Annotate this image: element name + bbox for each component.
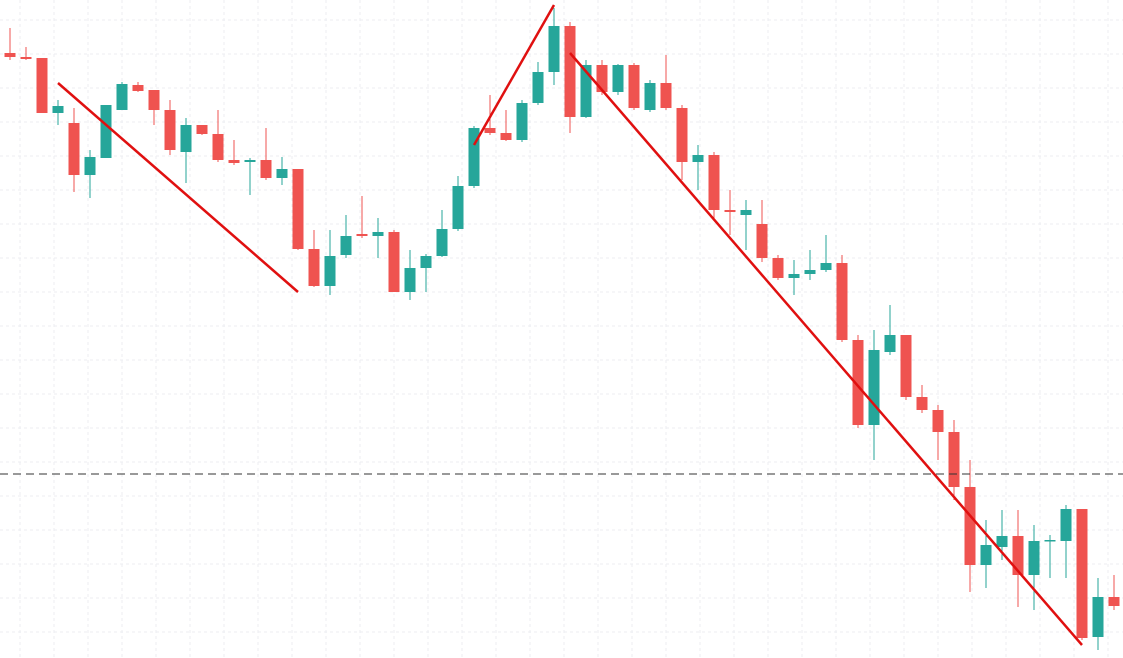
candle-body — [1044, 540, 1056, 542]
candle-body — [1060, 509, 1072, 541]
candle-body — [404, 268, 416, 292]
candle-body — [340, 236, 352, 255]
candle-body — [372, 232, 384, 236]
candle-body — [180, 125, 192, 152]
candle-body — [980, 545, 992, 565]
candle-body — [100, 105, 112, 158]
candle-body — [820, 263, 832, 270]
candle-body — [660, 83, 672, 108]
candle-body — [356, 234, 368, 236]
candle-body — [20, 57, 32, 59]
candle-body — [996, 536, 1008, 547]
candle-body — [116, 84, 128, 110]
candle-body — [276, 169, 288, 178]
candle-body — [1012, 536, 1024, 575]
candle-body — [564, 26, 576, 117]
candle-body — [532, 72, 544, 103]
candle-body — [148, 90, 160, 110]
trend-line — [569, 52, 1083, 646]
candle-body — [596, 65, 608, 92]
candle-body — [756, 224, 768, 258]
candle-body — [228, 160, 240, 163]
trend-line — [472, 4, 556, 146]
candle-body — [884, 335, 896, 352]
candle-body — [644, 83, 656, 110]
candle-body — [852, 340, 864, 425]
candle-body — [260, 160, 272, 178]
candle-body — [52, 106, 64, 113]
candle-body — [628, 65, 640, 108]
candle-body — [1028, 541, 1040, 575]
candle-body — [452, 186, 464, 229]
candle-body — [788, 274, 800, 278]
candle-body — [212, 134, 224, 160]
candle-body — [948, 432, 960, 487]
candle-body — [1108, 597, 1120, 606]
candle-body — [740, 210, 752, 215]
candle-body — [836, 263, 848, 340]
candle-body — [468, 128, 480, 186]
candle-body — [868, 350, 880, 425]
candle-body — [1092, 597, 1104, 637]
candle-body — [164, 110, 176, 150]
trend-line — [57, 82, 299, 293]
candle-body — [132, 85, 144, 91]
candle-body — [4, 53, 16, 57]
candle-body — [324, 256, 336, 286]
candle-body — [580, 65, 592, 117]
candle-body — [548, 26, 560, 72]
candle-body — [964, 487, 976, 565]
candle-body — [516, 103, 528, 140]
candle-body — [692, 155, 704, 162]
candle-body — [900, 335, 912, 397]
candle-body — [772, 258, 784, 278]
candle-body — [36, 58, 48, 113]
candle-body — [724, 210, 736, 212]
candle-body — [484, 128, 496, 133]
candle-body — [292, 169, 304, 249]
candle-body — [932, 410, 944, 432]
candle-body — [676, 108, 688, 162]
candle-body — [196, 125, 208, 134]
candle-body — [308, 249, 320, 286]
candle-body — [804, 270, 816, 274]
candle-body — [916, 397, 928, 410]
candle-body — [388, 232, 400, 292]
candle-body — [500, 133, 512, 140]
candle-body — [1076, 509, 1088, 638]
candle-body — [420, 256, 432, 268]
candle-body — [612, 65, 624, 92]
candle-body — [436, 229, 448, 256]
candle-body — [708, 155, 720, 210]
candle-body — [68, 123, 80, 175]
candle-body — [84, 157, 96, 175]
candle-body — [244, 160, 256, 162]
